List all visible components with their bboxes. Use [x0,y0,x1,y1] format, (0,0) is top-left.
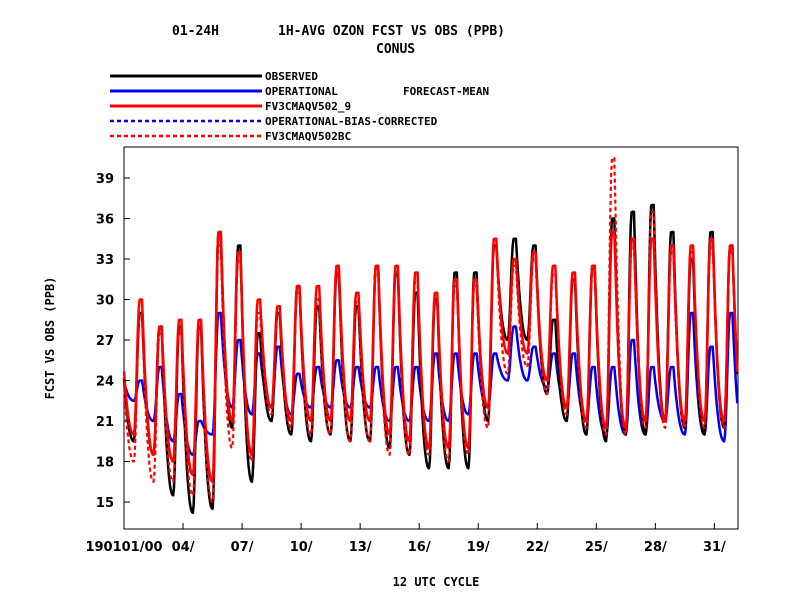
chart-subtitle: CONUS [376,42,415,57]
series-layer [122,156,739,515]
legend: OBSERVED OPERATIONAL FORECAST-MEAN FV3CM… [110,70,489,143]
y-tick-label: 27 [96,334,114,349]
legend-label-observed: OBSERVED [265,70,318,83]
legend-label-fv3cmaq-bc: FV3CMAQV502BC [265,130,351,143]
x-tick-label: 31/ [703,540,726,555]
x-tick-label: 19/ [467,540,490,555]
x-tick-label: 10/ [290,540,313,555]
y-tick-label: 24 [96,375,114,390]
y-tick-label: 21 [96,415,114,430]
x-axis: 190101/00 04/07/10/13/16/19/22/25/28/31/ [85,523,726,555]
y-tick-label: 30 [96,294,114,309]
x-axis-label: 12 UTC CYCLE [393,575,480,589]
chart-title: 1H-AVG OZON FCST VS OBS (PPB) [278,24,505,39]
y-tick-label: 36 [96,213,114,228]
legend-note: FORECAST-MEAN [403,85,489,98]
y-tick-label: 33 [96,253,114,268]
legend-label-operational: OPERATIONAL [265,85,338,98]
legend-label-fv3cmaq: FV3CMAQV502_9 [265,100,351,113]
y-tick-label: 18 [96,456,114,471]
x-tick-label: 07/ [231,540,254,555]
x-tick-label: 25/ [585,540,608,555]
y-axis: 15 18 21 24 27 30 33 36 39 [96,172,130,511]
x-tick-label: 28/ [644,540,667,555]
x-tick-label: 190101/00 [85,540,162,555]
x-tick-label: 16/ [408,540,431,555]
y-tick-label: 15 [96,496,114,511]
x-tick-label: 13/ [349,540,372,555]
y-axis-label: FCST VS OBS (PPB) [43,277,57,400]
x-tick-label: 22/ [526,540,549,555]
legend-label-operational-bc: OPERATIONAL-BIAS-CORRECTED [265,115,438,128]
plot-frame [123,146,739,530]
chart-title-left: 01-24H [172,24,219,39]
fv3cmaq-bc-line [122,156,739,504]
y-tick-label: 39 [96,172,114,187]
x-tick-label: 04/ [172,540,195,555]
